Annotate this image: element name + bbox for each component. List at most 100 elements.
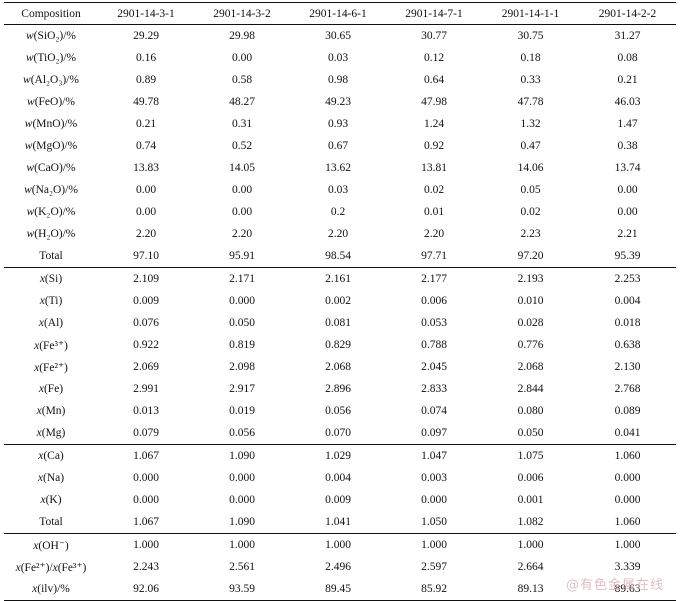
value-cell: 0.21: [617, 74, 638, 86]
value-cell: 0.009: [325, 494, 351, 506]
row-label: x(Ca): [4, 444, 98, 467]
value-cell: 2.068: [517, 361, 544, 373]
header-composition: Composition: [4, 2, 98, 25]
value-cell: 2.833: [421, 383, 447, 395]
value-cell: 0.097: [421, 427, 447, 439]
value-cell: 97.20: [482, 245, 579, 268]
value-cell: 0.004: [325, 472, 351, 484]
value-cell: 2.20: [231, 228, 253, 240]
value-cell: 95.91: [194, 245, 290, 268]
value-cell: 0.000: [614, 494, 641, 506]
value-cell: 0.013: [133, 405, 159, 417]
value-cell: 2.496: [325, 561, 351, 573]
value-cell: 0.00: [231, 52, 253, 64]
value-cell: 0.081: [325, 317, 351, 329]
value-cell: 0.16: [135, 52, 157, 64]
value-cell: 1.082: [517, 516, 544, 528]
value-cell: 0.05: [520, 184, 541, 196]
value-cell: 0.776: [517, 339, 544, 351]
table-row: w(MgO)/% 0.74 0.52 0.67 0.92 0.47 0.38: [4, 135, 676, 157]
row-label: w(Na₂O)/%: [24, 184, 78, 196]
value-cell: 47.98: [421, 96, 447, 108]
value-cell: 1.060: [579, 444, 676, 467]
value-cell: 2.243: [133, 561, 159, 573]
value-cell: 0.638: [614, 339, 641, 351]
value-cell: 93.59: [194, 578, 290, 601]
value-cell: 0.019: [229, 405, 255, 417]
table-row: x(Fe²⁺)/x(Fe³⁺) 2.243 2.561 2.496 2.597 2.664…: [4, 556, 676, 578]
row-label: w(K₂O)/%: [26, 206, 76, 218]
value-cell: 0.67: [327, 140, 349, 152]
table-row: x(Mn) 0.013 0.019 0.056 0.074 0.080 0.089: [4, 400, 676, 422]
value-cell: 1.000: [386, 533, 482, 556]
value-cell: 0.74: [135, 140, 157, 152]
value-cell: 0.080: [517, 405, 544, 417]
row-label: x(Mg): [36, 427, 66, 439]
value-cell: 0.829: [325, 339, 351, 351]
row-label: w(SiO₂)/%: [25, 30, 76, 42]
value-cell: 89.45: [290, 578, 386, 601]
row-label: Total: [4, 245, 98, 268]
row-label: x(OH⁻): [4, 533, 98, 556]
value-cell: 2.161: [290, 267, 386, 290]
value-cell: 0.21: [135, 118, 157, 130]
row-label: x(Si): [4, 267, 98, 290]
value-cell: 49.23: [325, 96, 351, 108]
header-sample: 2901-14-2-2: [579, 2, 676, 25]
row-label: x(Mn): [36, 405, 66, 417]
value-cell: 92.06: [98, 578, 194, 601]
row-label: x(ilv)/%: [4, 578, 98, 601]
value-cell: 48.27: [229, 96, 255, 108]
value-cell: 1.029: [290, 444, 386, 467]
value-cell: 0.000: [614, 472, 641, 484]
value-cell: 13.81: [421, 162, 447, 174]
value-cell: 1.047: [386, 444, 482, 467]
table-row: w(Na₂O)/% 0.00 0.00 0.03 0.02 0.05 0.00: [4, 179, 676, 201]
value-cell: 2.20: [135, 228, 157, 240]
table-row: Total 1.067 1.090 1.041 1.050 1.082 1.060: [4, 511, 676, 534]
table-row: x(Si) 2.109 2.171 2.161 2.177 2.193 2.253: [4, 267, 676, 290]
table-row: w(TiO₂)/% 0.16 0.00 0.03 0.12 0.18 0.08: [4, 47, 676, 69]
value-cell: 0.009: [133, 295, 159, 307]
value-cell: 1.060: [614, 516, 641, 528]
row-label: x(K): [40, 494, 62, 506]
value-cell: 2.991: [133, 383, 159, 395]
value-cell: 0.00: [135, 184, 157, 196]
value-cell: 1.075: [482, 444, 579, 467]
value-cell: 0.93: [327, 118, 349, 130]
row-label: w(Al₂O₃)/%: [23, 74, 79, 86]
value-cell: 0.33: [520, 74, 541, 86]
value-cell: 2.20: [423, 228, 445, 240]
table-row: x(Al) 0.076 0.050 0.081 0.053 0.028 0.018: [4, 312, 676, 334]
value-cell: 1.000: [579, 533, 676, 556]
value-cell: 0.89: [135, 74, 157, 86]
value-cell: 1.067: [133, 516, 159, 528]
value-cell: 30.75: [517, 30, 544, 42]
value-cell: 0.000: [229, 494, 255, 506]
value-cell: 14.06: [517, 162, 544, 174]
value-cell: 0.52: [231, 140, 253, 152]
value-cell: 0.089: [614, 405, 641, 417]
table-row: w(CaO)/% 13.83 14.05 13.62 13.81 14.06 13.74: [4, 157, 676, 179]
table-row: x(Mg) 0.079 0.056 0.070 0.097 0.050 0.041: [4, 422, 676, 445]
value-cell: 0.00: [231, 184, 253, 196]
row-label: w(TiO₂)/%: [25, 52, 77, 64]
mineral-composition-table: Composition 2901-14-3-1 2901-14-3-2 2901…: [4, 2, 676, 601]
value-cell: 0.03: [327, 184, 349, 196]
value-cell: 1.24: [423, 118, 445, 130]
value-cell: 30.77: [421, 30, 447, 42]
table-row: x(Fe²⁺) 2.069 2.098 2.068 2.045 2.068 2.130: [4, 356, 676, 378]
value-cell: 2.20: [327, 228, 349, 240]
value-cell: 85.92: [386, 578, 482, 601]
value-cell: 2.171: [194, 267, 290, 290]
value-cell: 0.079: [133, 427, 159, 439]
table-row: x(Ti) 0.009 0.000 0.002 0.006 0.010 0.004: [4, 290, 676, 312]
value-cell: 2.253: [579, 267, 676, 290]
row-label: x(Ti): [39, 295, 63, 307]
value-cell: 97.71: [386, 245, 482, 268]
value-cell: 0.070: [325, 427, 351, 439]
table-row: x(Fe) 2.991 2.917 2.896 2.833 2.844 2.768: [4, 378, 676, 400]
table-row: w(H₂O)/% 2.20 2.20 2.20 2.20 2.23 2.21: [4, 223, 676, 245]
value-cell: 89.13: [482, 578, 579, 601]
value-cell: 2.098: [229, 361, 255, 373]
